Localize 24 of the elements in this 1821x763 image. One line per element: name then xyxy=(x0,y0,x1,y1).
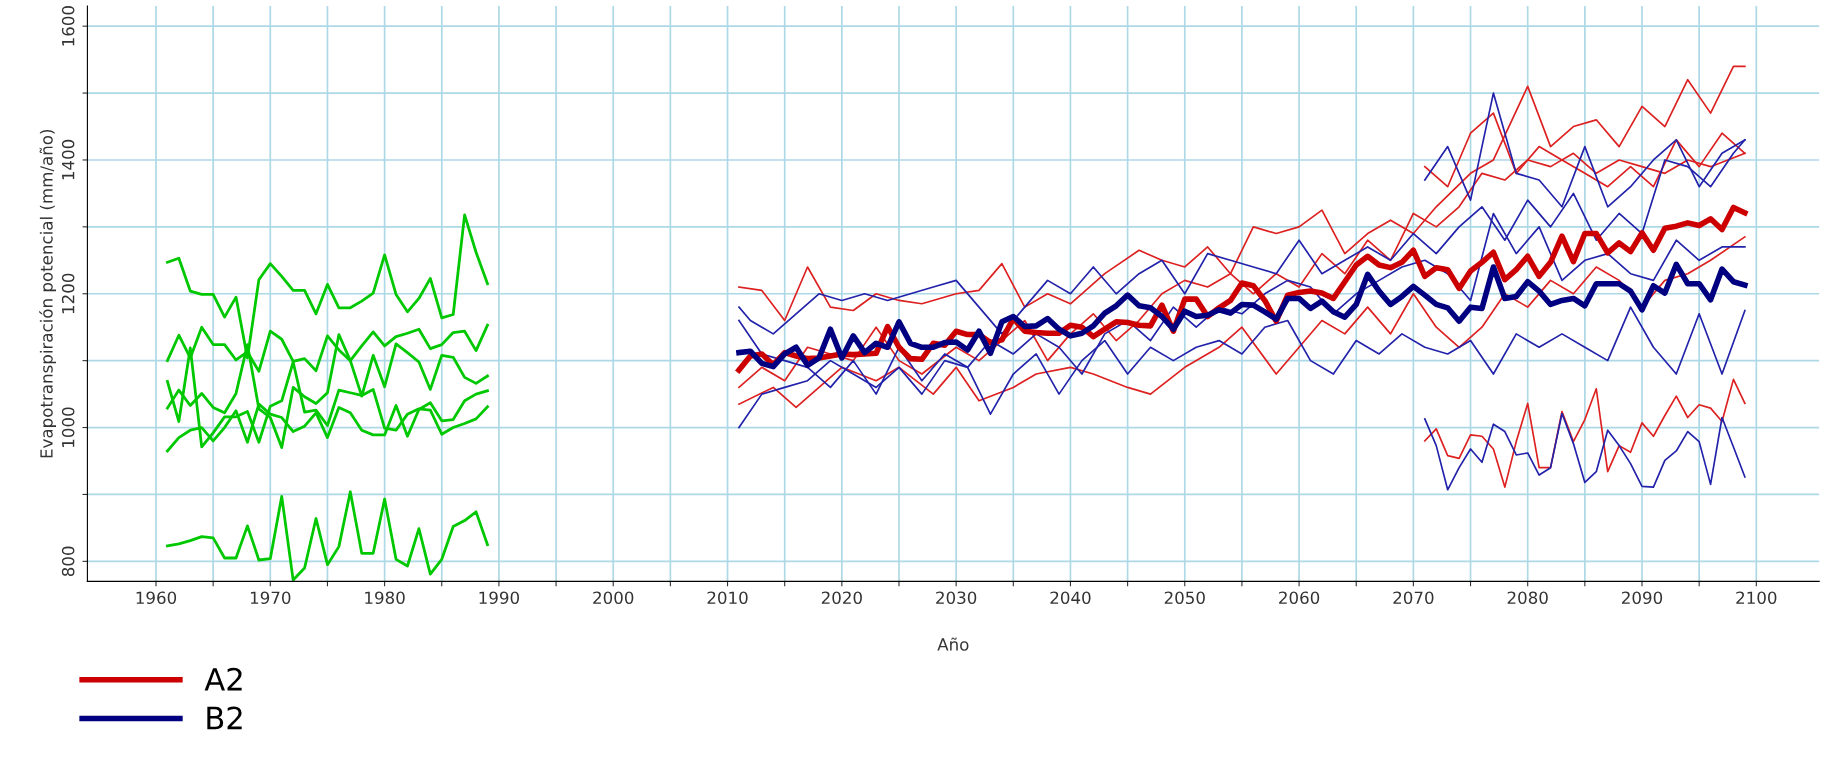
x-tick-label: 2040 xyxy=(1050,591,1091,605)
x-tick-label: 2000 xyxy=(593,591,634,605)
x-tick-label: 1970 xyxy=(250,591,291,605)
x-tick-label: 2020 xyxy=(821,591,862,605)
x-tick-label: 2030 xyxy=(936,591,977,605)
x-tick-label: 2050 xyxy=(1164,591,1205,605)
x-tick-label: 2100 xyxy=(1736,591,1777,605)
x-tick-label: 1980 xyxy=(365,591,405,605)
y-tick-label: 800 xyxy=(61,546,75,577)
x-tick-label: 2090 xyxy=(1622,591,1663,605)
x-tick-label: 2080 xyxy=(1507,591,1548,605)
x-tick-label: 2070 xyxy=(1393,591,1434,605)
y-tick-label: 1200 xyxy=(61,273,75,314)
x-axis-title: Año xyxy=(937,637,969,651)
x-tick-label: 2060 xyxy=(1279,591,1320,605)
y-tick-label: 1000 xyxy=(61,407,75,447)
y-tick-label: 1600 xyxy=(61,6,75,46)
legend-label: A2 xyxy=(204,667,242,691)
legend-label: B2 xyxy=(207,706,242,730)
x-tick-label: 2010 xyxy=(707,591,748,605)
x-tick-label: 1990 xyxy=(479,591,520,605)
y-tick-label: 1400 xyxy=(61,139,75,180)
x-tick-label: 1960 xyxy=(136,591,177,605)
y-axis-title: Evapotranspiración potencial (mm/año) xyxy=(39,129,56,458)
